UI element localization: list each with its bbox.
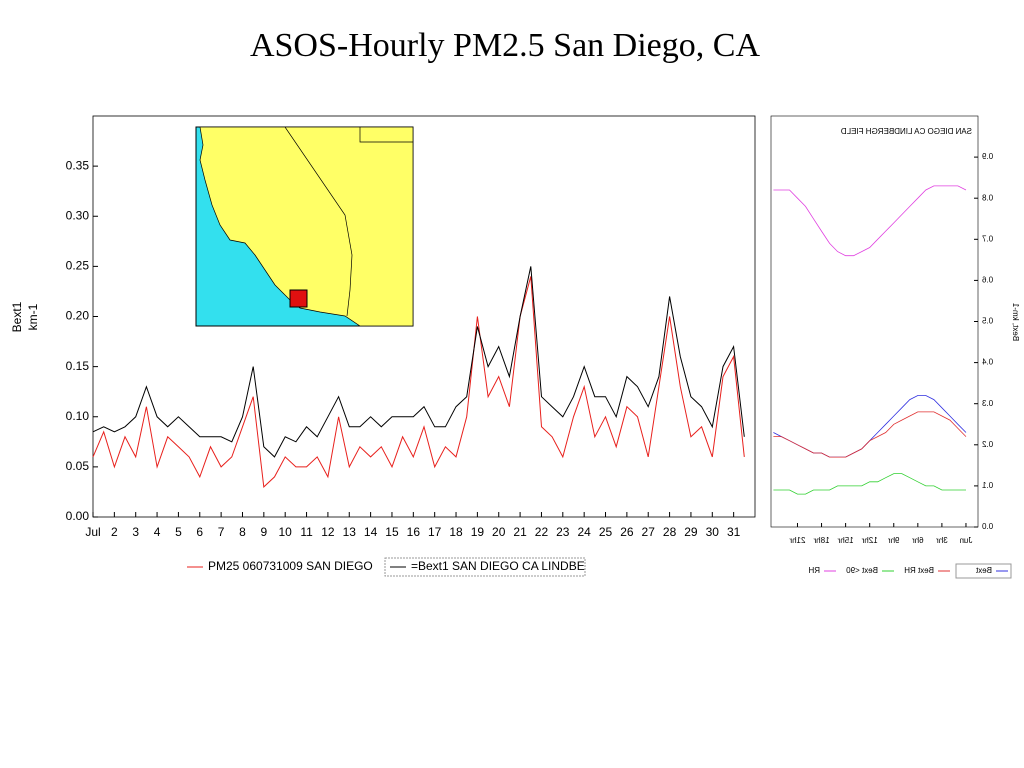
y-tick-label: 0.2 [981, 440, 993, 449]
x-tick-label: 27 [642, 525, 656, 539]
x-tick-label: 30 [706, 525, 720, 539]
legend-box [384, 557, 586, 577]
legend-label: PM25 060731009 SAN DIEGO [208, 559, 373, 573]
x-tick-label: 23 [556, 525, 570, 539]
plot-frame [770, 115, 979, 528]
data-line [92, 266, 745, 458]
map-land [199, 126, 414, 327]
y-tick-label: 0.8 [981, 193, 993, 202]
y-axis-label: Bext, km-1 [1011, 302, 1020, 341]
y-tick-label: 0.7 [981, 234, 993, 243]
x-tick-label: 11 [300, 525, 313, 539]
legend-label: Bext [975, 566, 992, 575]
x-tick-label: Jul [85, 525, 100, 539]
y-tick-label: 0.00 [66, 509, 90, 523]
x-tick-label: 4 [154, 525, 161, 539]
y-tick-label: 0.9 [981, 152, 993, 161]
x-tick-label: 13 [343, 525, 357, 539]
x-tick-label: 2 [111, 525, 118, 539]
x-tick-label: 21 [513, 525, 527, 539]
x-tick-label: 29 [684, 525, 698, 539]
data-line [773, 411, 967, 458]
y-tick-label: 0.25 [66, 259, 90, 273]
x-tick-label: 8 [239, 525, 246, 539]
x-tick-label: 21hr [789, 536, 805, 545]
plot-frame [92, 115, 756, 518]
y-tick-label: 0.5 [981, 317, 993, 326]
x-tick-label: 15hr [837, 536, 853, 545]
legend-label: =Bext1 SAN DIEGO CA LINDBE [411, 559, 585, 573]
y-tick-label: 0.15 [66, 359, 90, 373]
x-tick-label: 14 [364, 525, 378, 539]
y-tick-label: 0.20 [66, 309, 90, 323]
y-tick-label: 0.0 [981, 522, 993, 531]
main-chart: 0.00 0.05 0.10 0.15 0.20 0.25 0.30 0.35 Jul 2 3 4 5 6… [10, 115, 756, 577]
x-tick-label: 24 [577, 525, 591, 539]
x-tick-label: 9 [260, 525, 267, 539]
x-tick-label: 3 [132, 525, 139, 539]
x-tick-label: 3hr [936, 536, 948, 545]
x-tick-label: 16 [407, 525, 421, 539]
map-inset [195, 126, 414, 327]
x-tick-label: 18hr [813, 536, 829, 545]
data-line [92, 276, 745, 488]
map-border [284, 126, 353, 317]
legend-label: RH [808, 566, 820, 575]
x-tick-label: 20 [492, 525, 506, 539]
y-tick-label: 0.10 [66, 409, 90, 423]
x-tick-label: 25 [599, 525, 613, 539]
y-tick-label: 0.35 [66, 158, 90, 172]
y-axis-label: Bext1 [10, 301, 24, 332]
x-tick-label: 5 [175, 525, 182, 539]
x-tick-label: 10 [279, 525, 293, 539]
x-tick-label: 19 [471, 525, 485, 539]
x-tick-label: 28 [663, 525, 677, 539]
chart-title: SAN DIEGO CA LINDBERGH FIELD [841, 127, 972, 136]
x-tick-label: Jun [960, 536, 973, 545]
x-tick-label: 12 [321, 525, 335, 539]
data-line [773, 395, 967, 458]
x-tick-label: 22 [535, 525, 549, 539]
y-axis-label: km-1 [26, 303, 40, 330]
x-tick-label: 7 [218, 525, 225, 539]
y-tick-label: 0.4 [981, 358, 993, 367]
legend-box [955, 563, 1012, 579]
legend-label: Bext RH [904, 566, 934, 575]
side-chart: SAN DIEGO CA LINDBERGH FIELD 0.0 0.1 0.2 0.3… [770, 115, 1020, 579]
data-line [773, 473, 966, 495]
slide-title: ASOS-Hourly PM2.5 San Diego, CA [250, 27, 760, 64]
x-tick-label: 17 [428, 525, 442, 539]
x-tick-label: 6 [196, 525, 203, 539]
x-tick-label: 15 [385, 525, 399, 539]
x-tick-label: 12hr [861, 536, 877, 545]
x-tick-label: 31 [727, 525, 741, 539]
y-tick-label: 0.30 [66, 208, 90, 222]
x-tick-label: 6hr [912, 536, 924, 545]
y-tick-label: 0.3 [981, 399, 993, 408]
y-tick-label: 0.6 [981, 276, 993, 285]
x-tick-label: 18 [449, 525, 463, 539]
map-border [359, 127, 413, 143]
x-tick-label: 26 [620, 525, 634, 539]
map-site [289, 289, 308, 308]
legend-label: Bext <90 [846, 566, 878, 575]
y-tick-label: 0.05 [66, 459, 90, 473]
y-tick-label: 0.1 [981, 481, 993, 490]
x-tick-label: 9hr [888, 536, 900, 545]
data-line [773, 185, 967, 257]
